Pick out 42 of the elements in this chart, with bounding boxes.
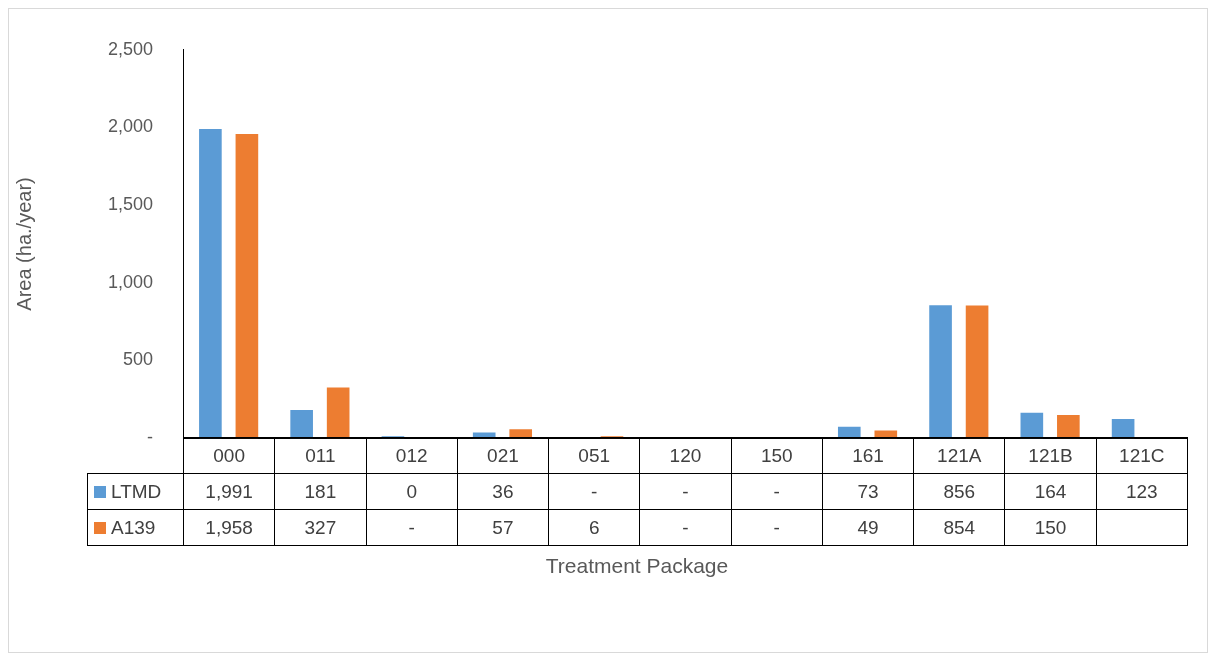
y-tick-label: 2,500 (107, 38, 153, 59)
y-tick-label: 1,000 (107, 271, 153, 292)
data-label: 73 (822, 473, 914, 510)
data-label: 1,958 (183, 509, 275, 546)
x-tick-label: 161 (822, 437, 914, 474)
data-label: 0 (366, 473, 458, 510)
data-label: 6 (548, 509, 640, 546)
text: - (682, 480, 689, 502)
legend-label: LTMD (87, 473, 184, 510)
y-tick-label: 500 (122, 349, 153, 370)
text: - (682, 516, 689, 538)
data-label: 49 (822, 509, 914, 546)
x-tick-label: 121C (1096, 437, 1188, 474)
x-tick-label: 121B (1004, 437, 1097, 474)
data-label: 123 (1096, 473, 1188, 510)
x-tick-label: 012 (366, 437, 458, 474)
y-tick-label: - (147, 427, 153, 448)
x-tick-label: 000 (183, 437, 275, 474)
y-axis-title: Area (ha./year) (12, 177, 35, 311)
data-label: 181 (274, 473, 367, 510)
text: - (591, 480, 598, 502)
data-label: 327 (274, 509, 367, 546)
data-label: 150 (1004, 509, 1097, 546)
x-axis-title: Treatment Package (544, 554, 730, 579)
data-label: 36 (457, 473, 549, 510)
x-tick-label: 120 (639, 437, 732, 474)
y-tick-label: 1,500 (107, 194, 153, 215)
text: - (408, 516, 415, 538)
x-tick-label: 021 (457, 437, 549, 474)
legend-label: A139 (87, 509, 184, 546)
data-label: 164 (1004, 473, 1097, 510)
data-label: 57 (457, 509, 549, 546)
y-tick-label: 2,000 (107, 116, 153, 137)
x-tick-label: 150 (731, 437, 823, 474)
x-tick-label: 051 (548, 437, 640, 474)
x-tick-label: 011 (274, 437, 367, 474)
data-label: 854 (913, 509, 1005, 546)
data-label: 856 (913, 473, 1005, 510)
x-tick-label: 121A (913, 437, 1005, 474)
text: - (773, 480, 780, 502)
text: - (773, 516, 780, 538)
data-label: 1,991 (183, 473, 275, 510)
